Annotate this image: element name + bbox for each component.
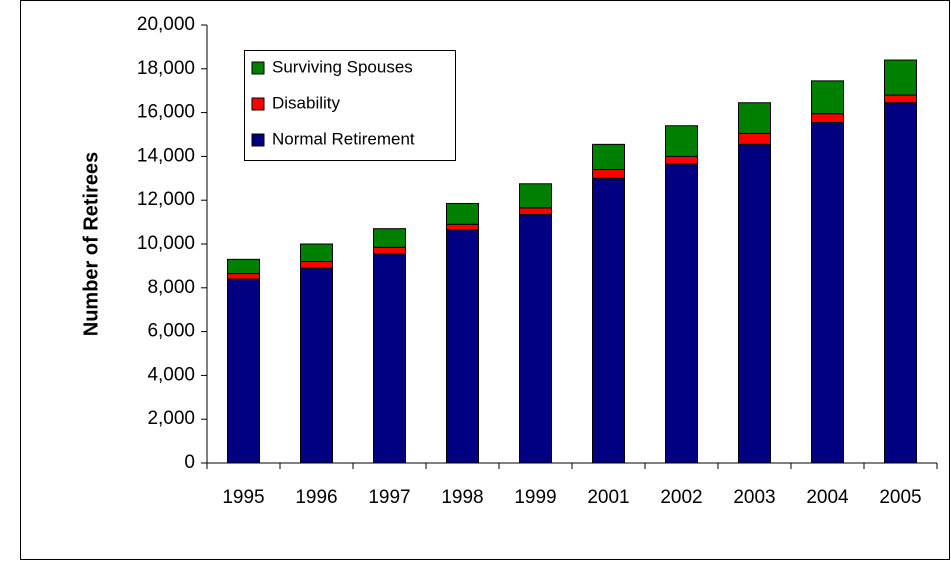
y-tick-label: 16,000	[137, 102, 195, 123]
y-tick-label: 12,000	[137, 189, 195, 210]
legend-swatch	[251, 133, 265, 147]
y-axis-label: Number of Retirees	[80, 152, 102, 337]
bar-segment	[738, 143, 771, 464]
legend-label: Surviving Spouses	[272, 57, 413, 76]
bar-segment	[738, 132, 771, 145]
bar-segment	[227, 278, 260, 464]
y-tick-label: 10,000	[137, 233, 195, 254]
bar-segment	[519, 183, 552, 209]
legend-label: Normal Retirement	[272, 129, 415, 148]
y-tick-label: 8,000	[147, 277, 195, 298]
bar-segment	[519, 213, 552, 464]
bar-segment	[592, 169, 625, 179]
bar-segment	[446, 223, 479, 231]
bar-segment	[592, 177, 625, 464]
bar-segment	[884, 102, 917, 464]
bar-segment	[811, 113, 844, 123]
x-tick-label: 1995	[222, 487, 264, 508]
x-tick-label: 2003	[733, 487, 775, 508]
y-tick-label: 0	[184, 452, 195, 473]
x-tick-label: 1996	[295, 487, 337, 508]
legend-swatch	[251, 97, 265, 111]
y-tick-label: 4,000	[147, 364, 195, 385]
bar-segment	[884, 94, 917, 104]
y-tick-label: 6,000	[147, 321, 195, 342]
y-tick-label: 14,000	[137, 145, 195, 166]
legend-box	[244, 50, 456, 161]
legend-swatch	[251, 61, 265, 75]
bar-segment	[300, 267, 333, 464]
legend-label: Disability	[272, 93, 341, 112]
bar-segment	[811, 80, 844, 115]
bar-segment	[300, 243, 333, 263]
bar-segment	[811, 121, 844, 464]
x-tick-label: 2004	[806, 487, 849, 508]
bar-segment	[519, 207, 552, 215]
bar-segment	[373, 246, 406, 255]
bar-segment	[373, 253, 406, 464]
y-tick-label: 2,000	[147, 408, 195, 429]
legend: Normal Retirement Disability Surviving Spo…	[244, 50, 456, 161]
chart-frame	[20, 0, 950, 560]
bar-segment	[592, 143, 625, 171]
bar-segment	[665, 125, 698, 157]
bar-segment	[665, 163, 698, 464]
bar-segment	[446, 202, 479, 225]
bar-segment	[227, 273, 260, 280]
bar-segment	[227, 258, 260, 275]
x-tick-label: 2005	[879, 487, 921, 508]
bar-segment	[665, 155, 698, 165]
x-tick-label: 1999	[514, 487, 556, 508]
bar-segment	[373, 228, 406, 248]
x-tick-label: 2001	[587, 487, 629, 508]
x-tick-label: 2002	[660, 487, 702, 508]
bar-segment	[884, 59, 917, 96]
x-tick-label: 1997	[368, 487, 410, 508]
bar-segment	[738, 102, 771, 134]
y-tick-label: 20,000	[137, 14, 195, 35]
x-tick-label: 1998	[441, 487, 483, 508]
bar-segment	[446, 229, 479, 464]
y-tick-label: 18,000	[137, 58, 195, 79]
bar-segment	[300, 261, 333, 269]
